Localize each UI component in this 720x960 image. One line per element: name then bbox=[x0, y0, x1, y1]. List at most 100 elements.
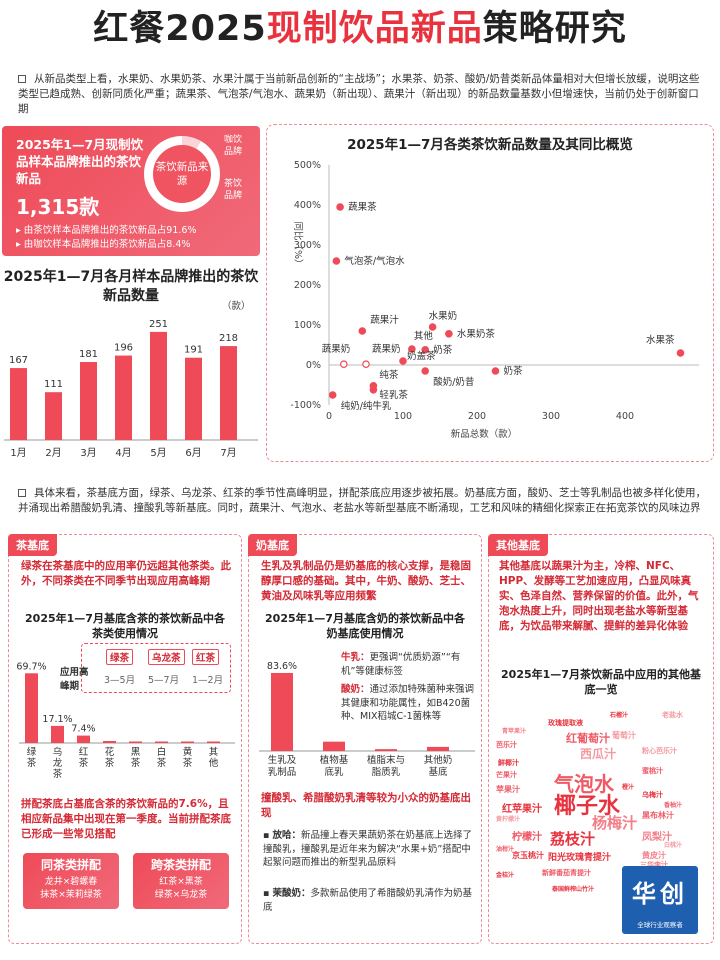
y-tick-label: 500% bbox=[294, 160, 321, 171]
scatter-point bbox=[676, 349, 685, 357]
point-label: 纯茶 bbox=[379, 369, 399, 381]
y-tick-label: -100% bbox=[290, 400, 321, 411]
tick-label: 黄 bbox=[183, 746, 193, 758]
word-cloud-item: 鲜椰汁 bbox=[498, 759, 519, 767]
tick-label: 7月 bbox=[220, 447, 236, 459]
tick-label: 绿 bbox=[27, 746, 37, 758]
scatter-chart: -100% 0% 100% 200% 300% 400% 500% 0 100 200 300 400… bbox=[290, 160, 699, 440]
tick-label: 底乳 bbox=[324, 766, 344, 778]
yogurt-note: 酸奶：通过添加特殊菌种来强调其健康和功能属性，如B420菌种、MIX稻城C-1菌… bbox=[341, 683, 477, 724]
point-label: 水果奶茶 bbox=[457, 328, 496, 340]
other-panel-tag: 其他基底 bbox=[488, 534, 548, 556]
point-label: 奶盖茶 bbox=[407, 350, 436, 362]
data-label: 111 bbox=[44, 379, 63, 390]
word-cloud-item: 黄皮汁 bbox=[642, 851, 666, 860]
cross-type-items: 红茶×黑茶绿茶×乌龙茶 bbox=[133, 876, 229, 902]
tick-label: 植脂末与 bbox=[367, 754, 405, 766]
yogurt-note-label: 酸奶： bbox=[341, 684, 370, 695]
monthly-bar-chart: 167 1月 111 2月 181 3月 196 4月 251 5月 191 6月 218 7月 bbox=[4, 319, 258, 459]
donut-label-coffee: 咖饮品牌 bbox=[224, 135, 243, 157]
donut-center-label: 茶饮新品来源 bbox=[153, 145, 211, 203]
summary-note-2: ▸ 由咖饮样本品牌推出的茶饮新品占8.4% bbox=[16, 239, 191, 250]
tick-label: 他 bbox=[209, 757, 219, 769]
bar bbox=[181, 741, 194, 743]
same-type-items: 龙井×碧螺春 抹茶×茉莉绿茶 bbox=[23, 876, 119, 902]
word-cloud-item: 西瓜汁 bbox=[580, 747, 617, 761]
bar bbox=[103, 741, 116, 743]
word-cloud-item: 红苹果汁 bbox=[502, 804, 542, 815]
word-cloud-item: 黄柠檬汁 bbox=[496, 816, 521, 823]
y-tick-label: 200% bbox=[294, 280, 321, 291]
y-axis-label: 同比（%） bbox=[292, 221, 304, 268]
scatter-point bbox=[408, 345, 416, 353]
case2-text: 多款新品使用了希腊酸奶乳清作为奶基底 bbox=[263, 888, 472, 913]
word-cloud-item: 蜜桃汁 bbox=[642, 767, 663, 775]
word-cloud-item: 白桃汁 bbox=[664, 842, 683, 849]
square-bullet-icon bbox=[18, 75, 26, 83]
bar bbox=[323, 741, 345, 751]
case1-label: 放哈： bbox=[272, 830, 301, 841]
tick-label: 2月 bbox=[45, 447, 61, 459]
summary-notes: ▸ 由茶饮样本品牌推出的茶饮新品占91.6% ▸ 由咖饮样本品牌推出的茶饮新品占… bbox=[16, 224, 246, 252]
point-label: 蔬果汁 bbox=[370, 314, 399, 326]
data-label: 251 bbox=[149, 319, 168, 330]
tick-label: 红 bbox=[79, 746, 89, 758]
point-label: 蔬果茶 bbox=[348, 201, 377, 213]
scatter-point bbox=[369, 386, 378, 394]
word-cloud-item: 气泡水 bbox=[554, 772, 614, 796]
bar bbox=[220, 346, 237, 440]
cross-type-item: 绿茶×乌龙茶 bbox=[154, 890, 208, 900]
tick-label: 其 bbox=[209, 747, 219, 758]
scatter-panel: 2025年1—7月各类茶饮新品数量及其同比概览 -100% 0% 100% 200% 3… bbox=[266, 124, 714, 462]
word-cloud-item: 杨梅汁 bbox=[592, 814, 638, 832]
tea-base-panel: 茶基底 绿茶在茶基底中的应用率仍远超其他茶类。此外，不同茶类在不同季节出现应用高… bbox=[8, 534, 242, 944]
cross-type-item: 红茶×黑茶 bbox=[159, 877, 203, 887]
bar bbox=[25, 673, 38, 743]
bar bbox=[80, 362, 97, 440]
other-panel-text: 其他基底以蔬果汁为主，冷榨、NFC、HPP、发酵等工艺加速应用，凸显风味真实、色… bbox=[499, 560, 699, 632]
data-label: 69.7% bbox=[16, 661, 46, 672]
word-cloud-item: 粉心芭乐汁 bbox=[642, 747, 677, 755]
y-tick-label: 300% bbox=[294, 240, 321, 251]
tick-label: 黑 bbox=[131, 747, 141, 758]
title-highlight: 现制饮品新品 bbox=[266, 9, 483, 49]
scatter-point bbox=[340, 360, 348, 369]
scatter-point bbox=[332, 257, 341, 265]
tick-label: 5月 bbox=[150, 447, 166, 459]
tick-label: 生乳及 bbox=[268, 754, 297, 766]
word-cloud-item: 玫瑰提取液 bbox=[548, 719, 583, 727]
x-tick-label: 200 bbox=[468, 411, 486, 422]
word-cloud-item: 红葡萄汁 bbox=[566, 732, 610, 745]
y-tick-label: 0% bbox=[306, 360, 321, 371]
point-label: 水果奶 bbox=[429, 310, 458, 322]
intro-paragraph: 从新品类型上看，水果奶、水果奶茶、水果汁属于当前新品创新的“主战场”；水果茶、奶… bbox=[18, 72, 708, 117]
milk-panel-text2: 撞酸乳、希腊酸奶乳清等较为小众的奶基底出现 bbox=[261, 792, 471, 819]
title-part2: 策略研究 bbox=[482, 9, 627, 49]
scatter-point bbox=[358, 327, 367, 335]
x-tick-label: 300 bbox=[542, 411, 560, 422]
point-label: 酸奶/奶昔 bbox=[433, 376, 474, 388]
tick-label: 龙 bbox=[53, 757, 63, 769]
tick-label: 茶 bbox=[53, 768, 63, 778]
tick-label: 茶 bbox=[183, 757, 193, 769]
same-type-item: 抹茶×茉莉绿茶 bbox=[40, 890, 102, 900]
data-label: 196 bbox=[114, 343, 133, 354]
point-label: 气泡茶/气泡水 bbox=[344, 255, 405, 267]
word-cloud-item: 柠檬汁 bbox=[512, 832, 542, 843]
tick-label: 乳制品 bbox=[268, 766, 297, 778]
bar bbox=[427, 746, 449, 751]
tick-label: 茶 bbox=[27, 757, 37, 769]
monthly-chart-title: 2025年1—7月各月样本品牌推出的茶饮新品数量 bbox=[3, 269, 259, 304]
donut-label-tea: 茶饮品牌 bbox=[224, 179, 243, 201]
bar bbox=[10, 368, 27, 440]
page-title: 红餐2025现制饮品新品策略研究 bbox=[0, 0, 720, 60]
bar bbox=[375, 749, 397, 751]
cross-type-blend-card: 跨茶类拼配 红茶×黑茶 绿茶×乌龙茶 bbox=[133, 853, 229, 909]
scatter-point bbox=[421, 346, 430, 354]
peak-tea-oolong: 乌龙茶 bbox=[148, 649, 185, 665]
y-tick-label: 100% bbox=[294, 320, 321, 331]
same-type-title: 同茶类拼配 bbox=[40, 858, 101, 872]
x-tick-label: 0 bbox=[326, 411, 332, 422]
word-cloud-item: 三华李汁 bbox=[640, 861, 668, 869]
